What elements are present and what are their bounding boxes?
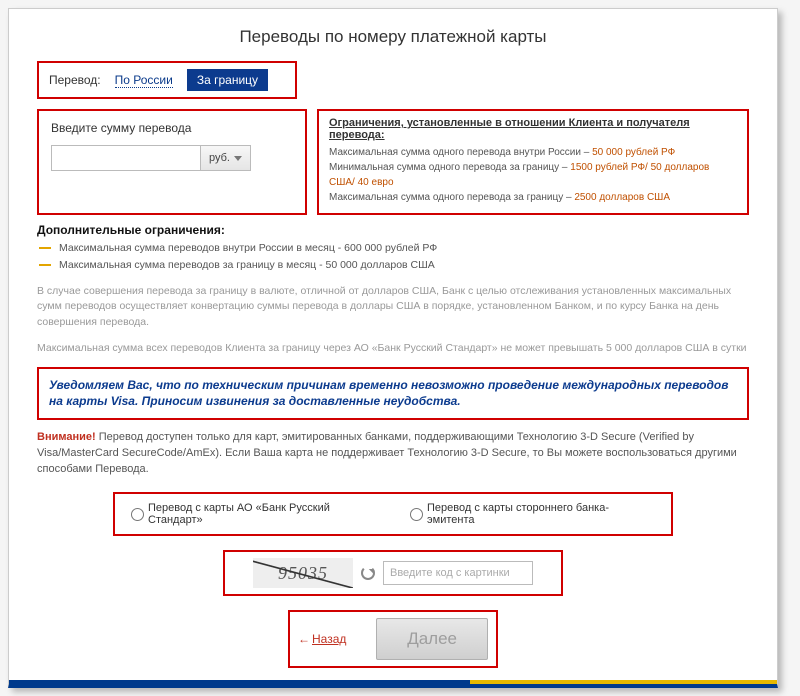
transfer-direction-tabs: Перевод: По России За границу bbox=[37, 61, 297, 99]
payment-form: Переводы по номеру платежной карты Перев… bbox=[8, 8, 778, 688]
3ds-warning: Внимание! Перевод доступен только для ка… bbox=[37, 430, 749, 478]
limits-section: Ограничения, установленные в отношении К… bbox=[317, 109, 749, 215]
radio-other-bank[interactable]: Перевод с карты стороннего банка-эмитент… bbox=[410, 502, 655, 526]
card-source-radios: Перевод с карты АО «Банк Русский Стандар… bbox=[113, 492, 673, 536]
currency-select[interactable]: руб. bbox=[201, 145, 251, 171]
list-item: Максимальная сумма переводов за границу … bbox=[37, 257, 749, 274]
back-link[interactable]: ←Назад bbox=[298, 632, 346, 646]
visa-notice: Уведомляем Вас, что по техническим причи… bbox=[37, 367, 749, 421]
limit-line-3: Максимальная сумма одного перевода за гр… bbox=[329, 190, 737, 205]
page-title: Переводы по номеру платежной карты bbox=[37, 27, 749, 47]
amount-input[interactable] bbox=[51, 145, 201, 171]
captcha-image: 95035 bbox=[253, 558, 353, 588]
info-para-2: Максимальная сумма всех переводов Клиент… bbox=[37, 341, 749, 357]
tabs-label: Перевод: bbox=[49, 73, 101, 87]
radio-input[interactable] bbox=[131, 508, 144, 521]
amount-section: Введите сумму перевода руб. bbox=[37, 109, 307, 215]
currency-label: руб. bbox=[209, 152, 230, 164]
arrow-left-icon: ← bbox=[298, 632, 310, 646]
limit-line-1: Максимальная сумма одного перевода внутр… bbox=[329, 145, 737, 160]
chevron-down-icon bbox=[234, 156, 242, 161]
warn-prefix: Внимание! bbox=[37, 431, 96, 443]
limit-line-2: Минимальная сумма одного перевода за гра… bbox=[329, 160, 737, 190]
captcha-section: 95035 bbox=[223, 550, 563, 596]
form-actions: ←Назад Далее bbox=[288, 610, 498, 668]
tab-domestic[interactable]: По России bbox=[115, 73, 173, 88]
list-item: Максимальная сумма переводов внутри Росс… bbox=[37, 240, 749, 257]
radio-input[interactable] bbox=[410, 508, 423, 521]
radio-own-bank[interactable]: Перевод с карты АО «Банк Русский Стандар… bbox=[131, 502, 386, 526]
limits-title: Ограничения, установленные в отношении К… bbox=[329, 117, 737, 141]
tab-abroad[interactable]: За границу bbox=[187, 69, 268, 91]
extra-limits-list: Максимальная сумма переводов внутри Росс… bbox=[37, 240, 749, 274]
amount-label: Введите сумму перевода bbox=[51, 121, 293, 135]
next-button[interactable]: Далее bbox=[376, 618, 488, 660]
reload-icon[interactable] bbox=[361, 566, 375, 580]
info-para-1: В случае совершения перевода за границу … bbox=[37, 284, 749, 331]
captcha-input[interactable] bbox=[383, 561, 533, 585]
extra-limits-title: Дополнительные ограничения: bbox=[37, 223, 749, 237]
